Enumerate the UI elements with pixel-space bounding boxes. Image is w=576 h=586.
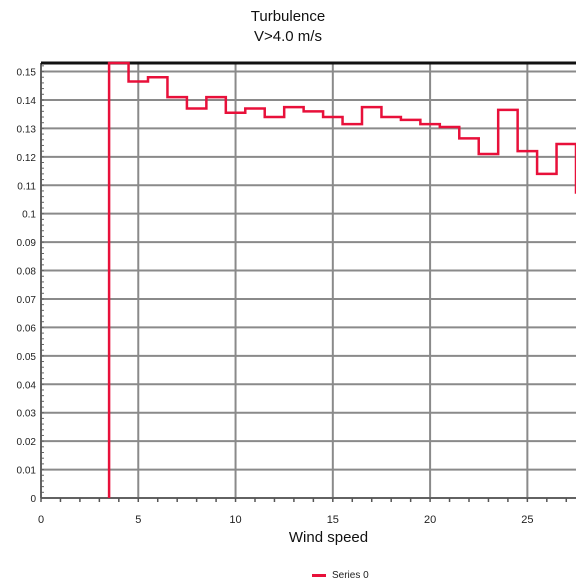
- y-tick-label: 0.06: [17, 323, 37, 334]
- y-tick-label: 0.01: [17, 466, 37, 477]
- legend: Series 0: [312, 570, 369, 581]
- series-group: [107, 61, 576, 498]
- legend-label: Series 0: [332, 570, 369, 581]
- y-tick-label: 0.09: [17, 238, 37, 249]
- x-tick-label: 0: [38, 514, 44, 526]
- y-tick-label: 0.11: [17, 181, 36, 192]
- x-tick-label: 25: [521, 514, 533, 526]
- x-tick-label: 10: [229, 514, 241, 526]
- axes: [40, 61, 576, 502]
- chart-subtitle: V>4.0 m/s: [254, 28, 322, 45]
- grid: [40, 63, 576, 499]
- y-tick-label: 0.15: [17, 68, 37, 79]
- y-tick-label: 0: [30, 494, 36, 505]
- x-axis-label: Wind speed: [289, 529, 368, 546]
- x-tick-label: 5: [135, 514, 141, 526]
- y-tick-label: 0.1: [22, 210, 36, 221]
- y-tick-label: 0.07: [17, 295, 37, 306]
- x-tick-label: 15: [327, 514, 339, 526]
- series-line: [107, 61, 576, 498]
- y-tick-label: 0.02: [17, 437, 37, 448]
- y-tick-label: 0.05: [17, 352, 37, 363]
- legend-swatch: [312, 574, 326, 577]
- y-tick-label: 0.04: [17, 380, 37, 391]
- y-tick-label: 0.14: [17, 96, 37, 107]
- x-tick-label: 20: [424, 514, 436, 526]
- y-tick-label: 0.13: [17, 124, 37, 135]
- axis-labels: 0 0.01 0.02 0.03 0.04 0.05 0.06 0.07 0.08 0.09 0.1…: [17, 68, 534, 546]
- y-tick-label: 0.08: [17, 267, 37, 278]
- y-tick-label: 0.03: [17, 409, 37, 420]
- y-tick-label: 0.12: [17, 153, 37, 164]
- chart-title: Turbulence: [250, 8, 326, 25]
